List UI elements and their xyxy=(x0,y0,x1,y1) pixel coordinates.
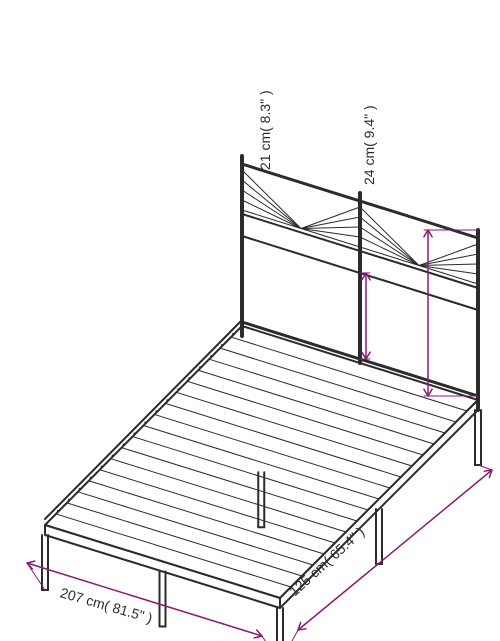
head-inner-label: 21 cm( 8.3" ) xyxy=(257,90,273,170)
bed-frame xyxy=(42,320,481,641)
head-outer-label: 24 cm( 9.4" ) xyxy=(361,105,377,185)
length-label: 207 cm( 81.5" ) xyxy=(58,584,154,626)
